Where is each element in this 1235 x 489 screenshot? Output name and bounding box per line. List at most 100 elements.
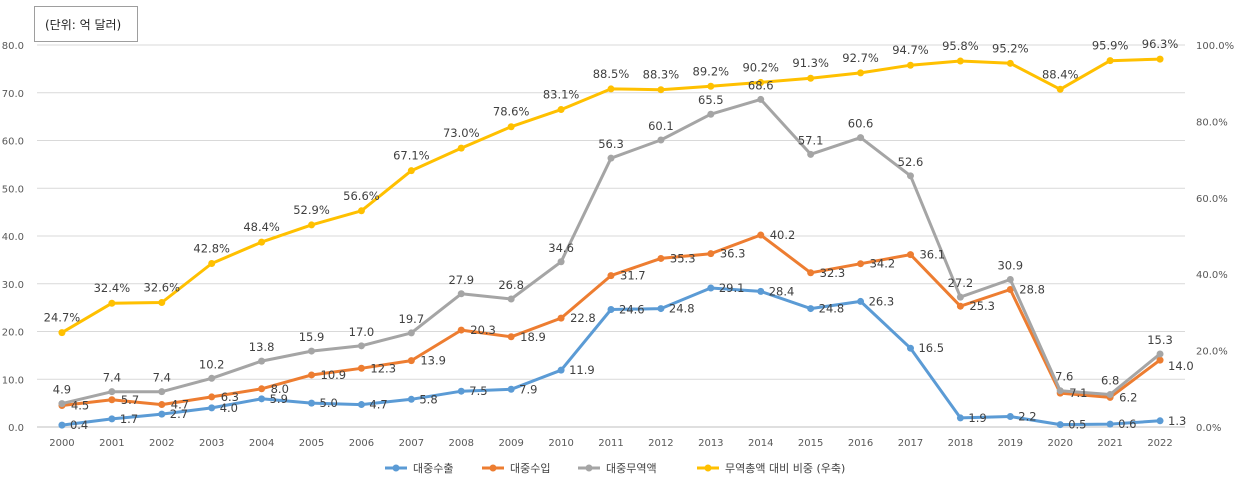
data-label-export: 5.9 [270,392,288,406]
data-label-trade: 7.4 [153,371,171,385]
data-point-import [906,251,914,259]
data-point-import [857,260,865,268]
x-tick-label: 2006 [349,438,374,449]
data-label-trade: 56.3 [598,137,624,151]
data-label-trade: 6.8 [1101,374,1119,388]
data-point-import [158,401,166,409]
data-label-share: 94.7% [892,43,929,57]
data-point-share [357,207,365,215]
data-label-trade: 19.7 [399,312,425,326]
data-labels: 0.4 1.7 2.7 4.0 5.9 5.0 4.7 5.8 7.5 7.9 11.9 24.6 24… [44,37,1194,432]
data-label-import: 18.9 [520,330,546,344]
data-point-export [1106,420,1114,428]
data-point-trade [906,172,914,180]
data-label-trade: 10.2 [199,357,225,371]
data-label-export: 24.6 [619,303,645,317]
x-tick-label: 2017 [898,438,923,449]
x-tick-label: 2005 [299,438,324,449]
data-point-share [1106,57,1114,65]
data-point-share [906,61,914,69]
data-label-share: 78.6% [493,105,530,119]
data-point-trade [1056,387,1064,395]
data-label-export: 7.5 [469,384,487,398]
data-label-import: 10.9 [321,368,347,382]
data-point-trade [707,110,715,118]
data-point-share [457,144,465,152]
x-tick-label: 2008 [449,438,474,449]
x-tick-label: 2022 [1147,438,1172,449]
data-label-trade: 27.9 [448,273,474,287]
data-label-import: 5.7 [121,393,139,407]
data-point-share [507,123,515,131]
data-point-share [258,238,266,246]
data-point-export [757,287,765,295]
data-label-trade: 26.8 [498,278,524,292]
data-point-export [557,366,565,374]
data-label-import: 7.1 [1069,386,1087,400]
data-point-import [1006,285,1014,293]
x-tick-label: 2009 [498,438,523,449]
data-label-share: 48.4% [243,220,280,234]
data-point-trade [308,347,316,355]
x-tick-label: 2014 [748,438,773,449]
data-label-import: 22.8 [570,311,596,325]
x-tick-label: 2021 [1097,438,1122,449]
data-point-import [707,250,715,258]
x-tick-label: 2002 [149,438,174,449]
y-tick-label: 0.0 [8,423,24,434]
data-point-import [457,326,465,334]
x-tick-label: 2007 [399,438,424,449]
data-label-trade: 15.3 [1147,333,1173,347]
data-label-import: 6.3 [221,390,239,404]
data-point-trade [857,134,865,142]
data-label-trade: 13.8 [249,340,275,354]
data-point-trade [108,388,116,396]
data-point-import [557,314,565,322]
data-label-export: 5.0 [320,396,338,410]
data-point-export [807,305,815,313]
data-label-trade: 34.6 [548,241,574,255]
data-label-export: 4.0 [220,401,238,415]
data-label-trade: 27.2 [948,276,974,290]
data-point-export [956,414,964,422]
data-label-trade: 57.1 [798,133,824,147]
data-point-trade [956,293,964,301]
x-tick-label: 2001 [99,438,124,449]
y-tick-label: 10.0 [2,375,24,386]
data-point-trade [807,150,815,158]
data-point-trade [158,388,166,396]
legend: 대중수출 대중수입 대중무역액 무역총액 대비 비중 (우축) [385,462,845,475]
data-point-share [208,260,216,268]
data-label-import: 12.3 [370,361,396,375]
data-point-import [657,254,665,262]
data-label-export: 0.4 [70,418,88,432]
series-lines [58,55,1164,429]
data-point-import [956,302,964,310]
y2-tick-label: 60.0% [1196,194,1228,205]
x-tick-label: 2015 [798,438,823,449]
data-label-import: 32.3 [820,266,846,280]
y2-tick-label: 80.0% [1196,117,1228,128]
data-label-trade: 60.6 [848,117,874,131]
legend-marker-share [704,464,712,472]
series-line-import [61,233,1161,407]
x-axis-ticks: 2000 2001 2002 2003 2004 2005 2006 2007 2008 2009… [49,438,1173,449]
data-point-export [308,399,316,407]
data-point-export [906,344,914,352]
y2-tick-label: 20.0% [1196,347,1228,358]
data-point-share [1156,55,1164,63]
data-point-export [258,395,266,403]
data-point-import [407,357,415,365]
data-point-export [1156,417,1164,425]
data-label-export: 4.7 [369,398,387,412]
data-point-share [58,329,66,337]
data-label-import: 25.3 [969,299,995,313]
data-label-export: 28.4 [769,284,795,298]
data-label-trade: 15.9 [299,330,325,344]
data-label-export: 7.9 [519,382,537,396]
data-point-export [58,421,66,429]
data-label-import: 8.0 [271,382,289,396]
x-tick-label: 2003 [199,438,224,449]
data-label-export: 29.1 [719,281,745,295]
data-label-trade: 65.5 [698,93,724,107]
